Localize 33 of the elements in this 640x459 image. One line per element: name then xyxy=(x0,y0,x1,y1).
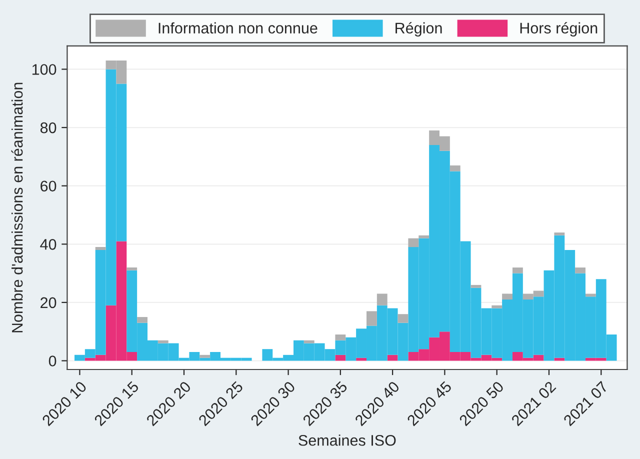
y-tick-label: 80 xyxy=(40,122,56,134)
bar xyxy=(376,294,388,306)
bar xyxy=(137,317,148,323)
bar xyxy=(387,354,398,361)
bar xyxy=(502,294,512,300)
bar xyxy=(575,267,586,274)
y-tick-label: 60 xyxy=(40,180,56,192)
bar xyxy=(585,294,596,297)
x-axis-title: Semaines ISO xyxy=(298,434,396,446)
y-tick-label: 40 xyxy=(40,239,56,250)
legend-label: Région xyxy=(396,22,442,37)
bar xyxy=(408,238,419,248)
bar xyxy=(126,267,138,270)
bar xyxy=(492,305,502,308)
bar xyxy=(304,340,314,344)
legend-label: Hors région xyxy=(520,22,598,37)
bar xyxy=(512,267,523,274)
y-tick-label: 100 xyxy=(32,64,56,75)
bar xyxy=(470,284,482,288)
bar xyxy=(366,311,377,326)
y-tick-label: 0 xyxy=(48,356,56,366)
bar xyxy=(554,232,565,236)
y-tick-label: 20 xyxy=(40,297,56,308)
bar xyxy=(200,354,210,358)
bar xyxy=(95,247,106,250)
bar xyxy=(158,340,168,344)
y-axis-title: Nombre d'admissions en réanimation xyxy=(11,82,23,332)
bar xyxy=(335,354,346,361)
bar xyxy=(335,334,346,340)
legend-label: Information non connue xyxy=(158,22,318,34)
bar xyxy=(418,235,430,238)
bar xyxy=(398,314,408,323)
bar xyxy=(450,165,460,172)
